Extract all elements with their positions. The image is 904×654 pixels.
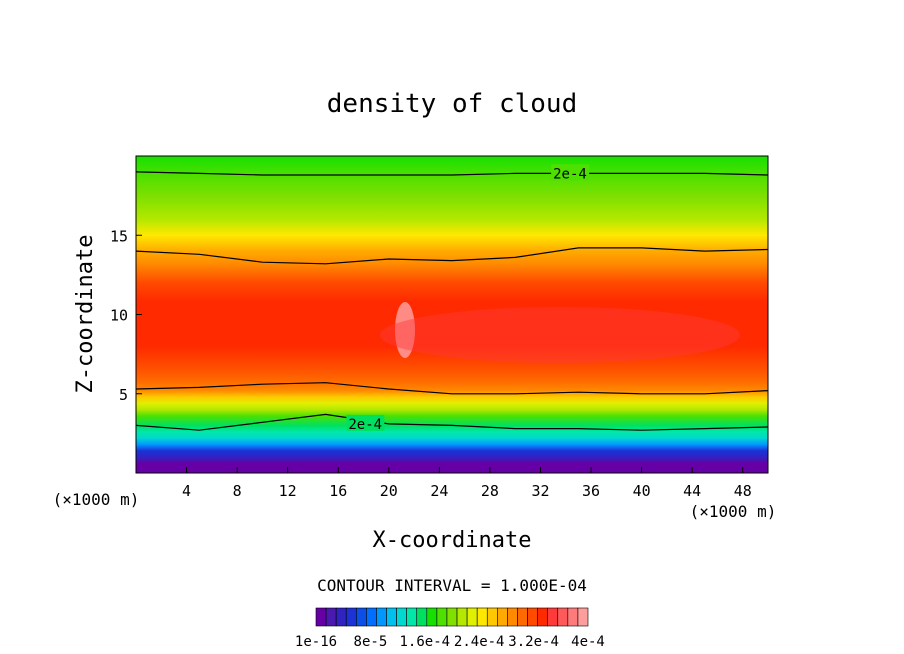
colorbar-swatch <box>366 607 377 627</box>
colorbar-label: 8e-5 <box>354 634 388 650</box>
x-tick-label: 20 <box>380 482 398 500</box>
x-tick-label: 40 <box>633 482 651 500</box>
colorbar-swatch <box>446 607 458 627</box>
colorbar-label: 2.4e-4 <box>454 634 505 650</box>
colorbar-swatch <box>547 607 559 627</box>
contour-line <box>136 413 768 431</box>
colorbar-swatch <box>416 607 428 627</box>
colorbar-swatch <box>436 607 448 627</box>
colorbar-swatch <box>355 607 367 627</box>
colorbar-swatch <box>386 607 397 627</box>
colorbar-swatch <box>376 607 387 627</box>
x-axis: 4 8 12 16 20 24 28 32 36 40 44 48 <box>182 467 752 500</box>
colorbar-swatch <box>507 607 518 627</box>
x-unit-label-right: (×1000 m) <box>690 502 777 521</box>
colorbar-swatch <box>466 607 478 627</box>
contour-level-label: 2e-4 <box>553 166 587 182</box>
chart-title: density of cloud <box>327 89 577 119</box>
x-tick-label: 48 <box>734 482 752 500</box>
x-tick-label: 36 <box>582 482 600 500</box>
y-tick-label: 10 <box>110 307 128 325</box>
contour-line <box>136 382 768 395</box>
contour-level-label: 2e-4 <box>348 417 382 433</box>
x-tick-label: 44 <box>683 482 701 500</box>
colorbar-swatch <box>527 607 538 627</box>
colorbar-swatch <box>577 607 589 627</box>
colorbar-swatch <box>335 607 347 627</box>
y-tick-label: 5 <box>119 386 128 404</box>
colorbar <box>315 607 589 627</box>
colorbar-swatch <box>557 607 569 627</box>
colorbar-label: 1e-16 <box>295 634 337 650</box>
y-axis: 5 10 15 <box>110 227 142 404</box>
x-tick-label: 8 <box>233 482 242 500</box>
y-axis-label: Z-coordinate <box>73 235 98 394</box>
contour-line <box>136 171 768 176</box>
x-tick-label: 24 <box>430 482 448 500</box>
colorbar-label: 3.2e-4 <box>508 634 559 650</box>
contour-interval-text: CONTOUR INTERVAL = 1.000E-04 <box>317 576 587 595</box>
y-tick-label: 15 <box>110 227 128 245</box>
x-tick-label: 32 <box>531 482 549 500</box>
colorbar-swatch <box>497 607 508 627</box>
contour-label-bg <box>551 164 590 181</box>
x-unit-label-left: (×1000 m) <box>53 490 140 509</box>
contour-label-bg <box>346 414 385 431</box>
colorbar-swatch <box>537 607 549 627</box>
colorbar-label: 1.6e-4 <box>400 634 451 650</box>
x-axis-label: X-coordinate <box>373 528 532 553</box>
contour-line <box>136 247 768 265</box>
colorbar-labels: 1e-16 8e-5 1.6e-4 2.4e-4 3.2e-4 4e-4 <box>295 634 605 650</box>
colorbar-swatch <box>476 607 488 627</box>
colorbar-swatch <box>325 607 337 627</box>
density-maximum-core <box>395 302 415 358</box>
colorbar-swatch <box>486 607 498 627</box>
density-field <box>136 156 768 473</box>
x-tick-label: 28 <box>481 482 499 500</box>
colorbar-swatch <box>567 607 579 627</box>
density-high-region <box>380 307 740 363</box>
colorbar-label: 4e-4 <box>571 634 605 650</box>
x-tick-label: 16 <box>329 482 347 500</box>
x-tick-label: 4 <box>182 482 191 500</box>
colorbar-swatch <box>315 607 327 627</box>
colorbar-swatch <box>345 607 357 627</box>
colorbar-swatch <box>406 607 418 627</box>
plot-area: 2e-4 2e-4 <box>136 156 768 473</box>
colorbar-swatch <box>396 607 407 627</box>
x-tick-label: 12 <box>279 482 297 500</box>
colorbar-swatch <box>517 607 528 627</box>
colorbar-swatch <box>456 607 468 627</box>
colorbar-swatch <box>426 607 438 627</box>
